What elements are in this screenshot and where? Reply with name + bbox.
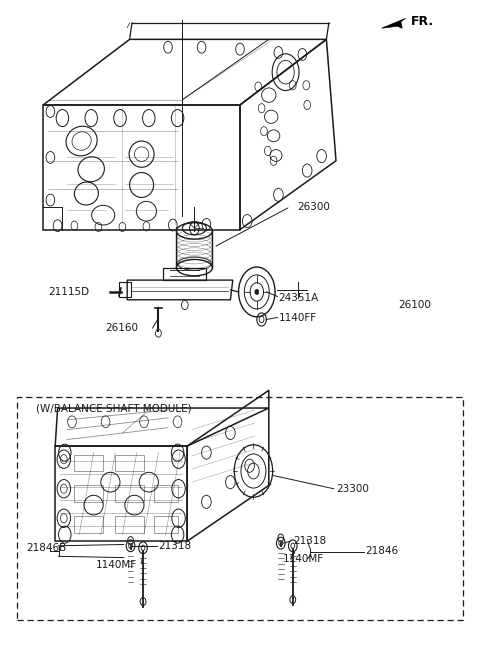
- Text: 26100: 26100: [398, 300, 431, 310]
- Bar: [74, 485, 103, 502]
- Bar: [115, 485, 144, 502]
- Circle shape: [255, 289, 259, 295]
- Text: 1140MF: 1140MF: [283, 554, 324, 564]
- Text: 1140MF: 1140MF: [96, 560, 137, 571]
- Text: 23300: 23300: [336, 483, 369, 494]
- Text: 26300: 26300: [298, 201, 330, 212]
- Text: 21846: 21846: [365, 546, 398, 556]
- Bar: [154, 485, 178, 502]
- Text: 21318: 21318: [158, 541, 192, 551]
- Bar: [74, 455, 103, 471]
- Text: 24351A: 24351A: [278, 293, 319, 304]
- Bar: [74, 516, 103, 533]
- Text: 26160: 26160: [106, 323, 139, 333]
- Text: 1140FF: 1140FF: [278, 313, 316, 323]
- Text: FR.: FR.: [410, 15, 433, 28]
- Text: 21115D: 21115D: [48, 287, 89, 297]
- Polygon shape: [382, 18, 406, 28]
- Bar: [115, 455, 144, 471]
- Text: 21318: 21318: [293, 536, 326, 546]
- Text: (W/BALANCE SHAFT MODULE): (W/BALANCE SHAFT MODULE): [36, 403, 192, 413]
- Text: 21846B: 21846B: [26, 543, 67, 553]
- Bar: [115, 516, 144, 533]
- Bar: [17, 397, 463, 620]
- Bar: [154, 516, 178, 533]
